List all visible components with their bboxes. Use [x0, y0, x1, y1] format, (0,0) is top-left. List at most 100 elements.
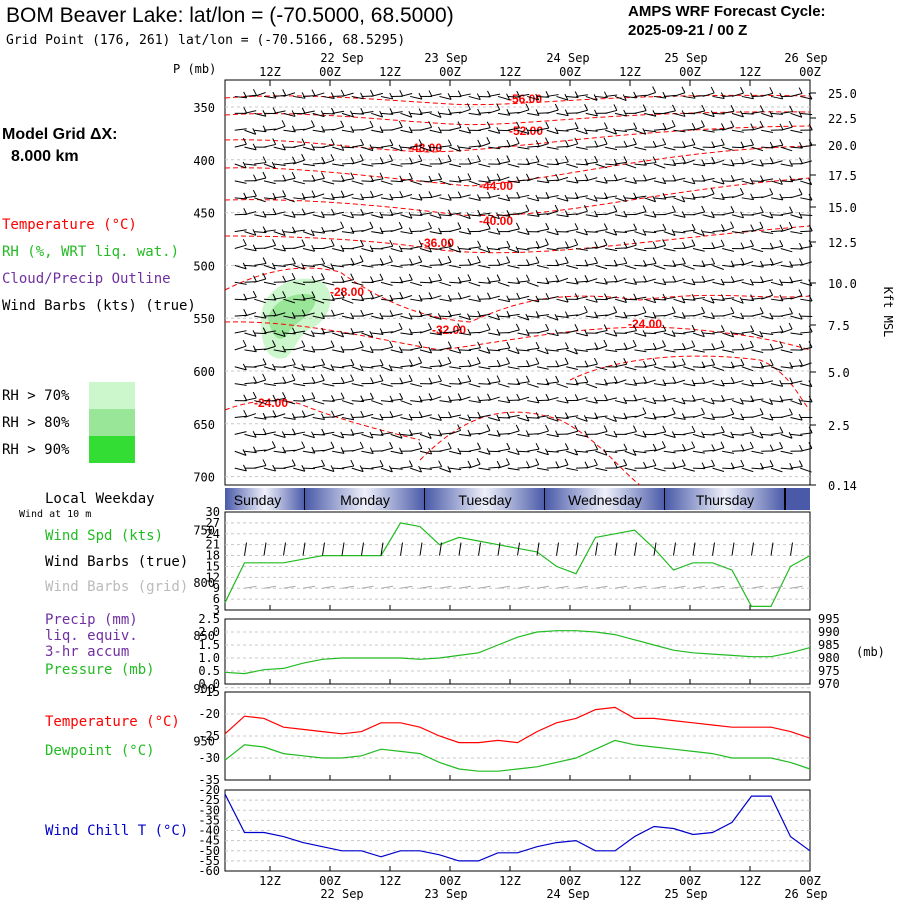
wind-barb-staff [312, 193, 325, 199]
wind-barb-flag [291, 156, 296, 163]
wind-barb-flag [545, 121, 550, 129]
wind-barb-staff [517, 295, 530, 300]
wind-barb-staff [244, 231, 257, 236]
wind-barb-staff [283, 129, 296, 133]
wind-barb-staff [605, 264, 618, 267]
wind-barb-staff [322, 112, 335, 115]
wind-barb-flag [427, 144, 432, 152]
wind-barb-staff [624, 180, 637, 184]
wind-barb-flag [662, 91, 667, 99]
wind-barb-flag [564, 155, 569, 163]
wind-barb-staff [263, 467, 276, 472]
wind-barb-staff [283, 449, 296, 452]
wind-barb-flag [467, 359, 472, 367]
wind-barb-staff [644, 177, 657, 182]
wind-barb-staff [702, 112, 715, 118]
wind-barb-staff [341, 263, 354, 266]
wind-barb-flag [564, 109, 569, 116]
wind-barb-staff [770, 366, 783, 372]
wind-barb-staff [663, 94, 676, 97]
wind-barb-flag [242, 238, 247, 246]
wind-barb-flag [593, 94, 598, 101]
wind-barb-staff [468, 362, 481, 368]
wind-barb-staff [741, 281, 754, 286]
wind-barb-staff [497, 176, 510, 182]
wind-barb-flag [555, 173, 560, 181]
wind-barb-staff [770, 467, 783, 473]
wind-barb-staff [322, 467, 335, 472]
wind-barb-staff [390, 111, 403, 114]
wind-barb-staff [790, 332, 803, 336]
wind-barb-flag [642, 205, 647, 212]
wind-barb-flag [389, 441, 394, 449]
wind-barb-staff [614, 161, 627, 165]
wind-barb-flag [623, 412, 628, 420]
wind-barb-staff [488, 179, 501, 182]
wind-barb-staff [702, 379, 715, 385]
wind-barb-staff [507, 467, 520, 471]
wind-barb-staff [712, 366, 725, 371]
wind-chill-panel-tick-label: -40 [198, 824, 220, 838]
wind-barb-staff [234, 345, 247, 351]
wind-barb-flag [711, 413, 716, 420]
wind-barb-staff [293, 180, 306, 185]
wind-barb-staff [614, 95, 627, 102]
wind-barb-staff [458, 332, 471, 336]
wind-speed-panel-tick-label: 12 [206, 570, 220, 584]
wind-barb-staff [293, 467, 305, 472]
wind-barb-flag [418, 356, 423, 364]
wind-barb-flag [428, 222, 432, 229]
wind-barb-staff [507, 281, 520, 285]
model-grid-label: Model Grid ΔX: [2, 126, 118, 143]
wind-barb-staff [390, 212, 403, 216]
wind-barb-staff [234, 330, 247, 334]
legend-pressure: Pressure (mb) [45, 662, 155, 678]
wind-barb-staff [722, 413, 734, 418]
wind-speed-panel-tick-label: 15 [206, 559, 220, 573]
wind-barb-staff [683, 281, 696, 286]
wind-barb-staff [527, 298, 540, 303]
wind-barb-staff [790, 315, 803, 320]
wind-barb-flag [242, 339, 247, 347]
wind-barb-staff [595, 264, 608, 270]
temperature-panel-tick-label: -20 [198, 707, 220, 721]
wind-barb-flag [759, 105, 764, 112]
weekday-label: Tuesday [458, 492, 511, 508]
wind-barb-flag [437, 212, 442, 219]
wind-barb-staff [419, 281, 433, 284]
rh90-swatch [89, 436, 135, 463]
wind-barb-staff [644, 298, 656, 304]
wind-barb-staff [692, 450, 705, 454]
wind-barb-staff [449, 180, 462, 183]
wind-barb-staff [751, 312, 764, 317]
wind-barb-flag [281, 229, 286, 236]
wind-barb-flag [262, 257, 267, 264]
wind-barb-staff [283, 162, 296, 165]
wind-barb-staff [673, 315, 686, 319]
wind-barb-flag [282, 174, 287, 182]
wind-barb-staff [780, 297, 793, 300]
wind-barb-staff [419, 467, 432, 470]
wind-barb-staff [419, 414, 432, 418]
wind-barb-flag [438, 173, 443, 180]
wind-barb-flag [467, 375, 472, 382]
wind-barb-flag [252, 128, 257, 135]
wind-barb-flag [243, 107, 248, 114]
wind-barb-flag [359, 340, 364, 348]
wind-barb-flag [321, 226, 326, 234]
wind-barb-staff [673, 129, 686, 133]
wind-barb-flag [350, 358, 355, 366]
wind-barb-staff [731, 92, 744, 97]
wind-barb-staff [361, 413, 374, 418]
wind-barb-staff [770, 400, 783, 403]
wind-10m-label: Wind at 10 m [19, 509, 92, 520]
wind-barb-flag [525, 103, 530, 111]
wind-barb-staff [722, 398, 735, 402]
surface-wind-barb [673, 542, 676, 556]
wind-barb-staff [449, 328, 461, 334]
wind-barb-flag [291, 459, 296, 466]
wind-barb-staff [283, 400, 296, 405]
grid-wind-barb [692, 585, 706, 589]
wind-barb-staff [546, 296, 559, 300]
wind-barb-flag [398, 120, 403, 128]
